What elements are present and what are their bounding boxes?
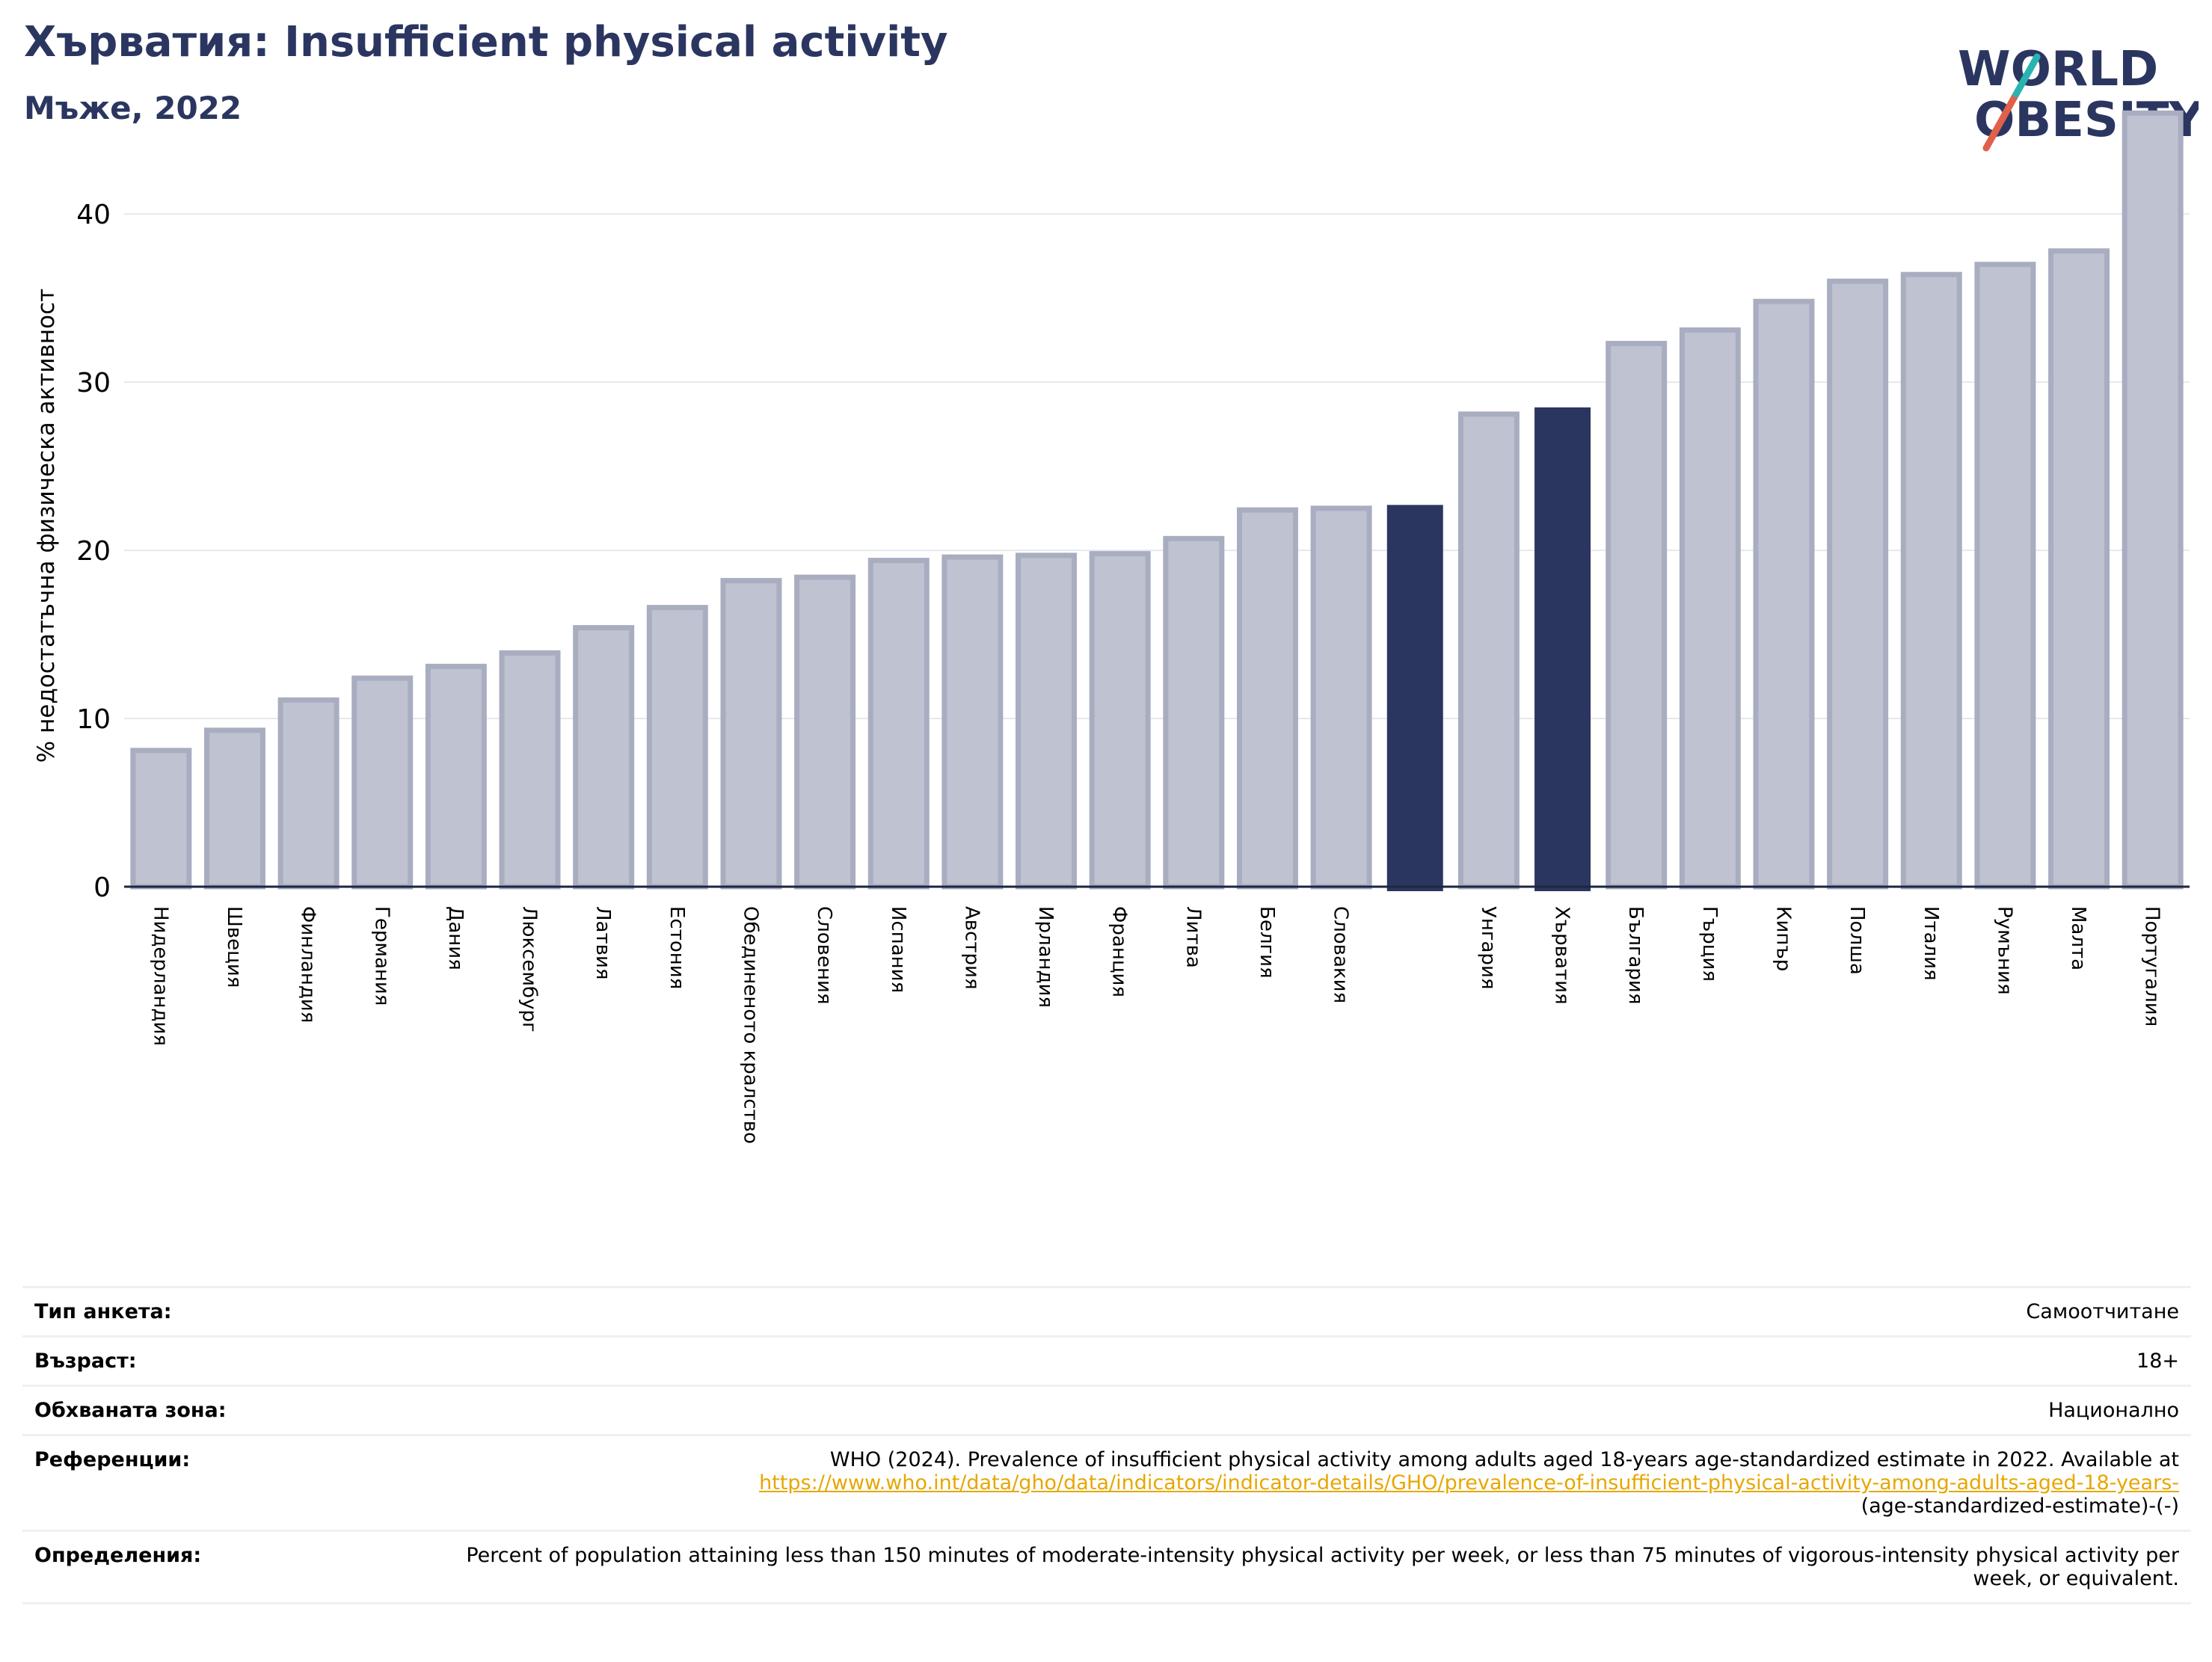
y-tick-label: 40	[76, 200, 111, 230]
x-tick-label: Дания	[444, 906, 467, 970]
bar	[2048, 248, 2110, 890]
reference-text-after: (age-standardized-estimate)-(-)	[1861, 1495, 2179, 1518]
info-value: Самоотчитане	[2026, 1300, 2179, 1323]
info-value: 18+	[2136, 1349, 2179, 1373]
info-row-survey-type: Тип анкета: Самоотчитане	[22, 1286, 2191, 1335]
info-value: Национално	[2048, 1399, 2179, 1422]
bar	[1974, 262, 2036, 890]
bar	[277, 697, 340, 890]
x-tick-label: Австрия	[960, 906, 983, 990]
y-tick-label: 20	[76, 536, 111, 567]
bar	[646, 605, 708, 890]
x-tick-label: Латвия	[592, 906, 614, 980]
x-tick-label: Хърватия	[1551, 906, 1573, 1005]
y-tick-label: 30	[76, 368, 111, 398]
reference-link[interactable]: https://www.who.int/data/gho/data/indica…	[759, 1471, 2179, 1495]
x-tick-label: Ирландия	[1034, 906, 1057, 1008]
logo-line1: WORLD	[1958, 42, 2158, 97]
logo-slash-teal	[2012, 53, 2041, 98]
bar	[1827, 278, 1889, 890]
bar	[1236, 507, 1298, 890]
info-table: Тип анкета: Самоотчитане Възраст: 18+ Об…	[22, 1286, 2191, 1604]
bar	[1386, 505, 1443, 891]
info-row-coverage: Обхваната зона: Национално	[22, 1385, 2191, 1434]
info-label: Тип анкета:	[34, 1300, 172, 1323]
reference-text: WHO (2024). Prevalence of insufficient p…	[829, 1448, 2179, 1471]
bar	[1679, 327, 1741, 890]
x-tick-label: Унгария	[1477, 906, 1499, 989]
info-value: WHO (2024). Prevalence of insufficient p…	[453, 1448, 2179, 1518]
x-tick-label: Кипър	[1772, 906, 1794, 971]
bar	[2122, 110, 2184, 890]
bar	[1089, 551, 1151, 890]
x-tick-label: Полша	[1846, 906, 1868, 975]
x-tick-label: Италия	[1920, 906, 1942, 981]
info-label: Определения:	[34, 1544, 202, 1567]
bar	[1534, 407, 1591, 891]
bar	[720, 578, 782, 890]
bar	[351, 675, 414, 890]
bar	[1310, 505, 1372, 890]
logo-slash-red	[1982, 90, 2020, 152]
bar	[573, 625, 635, 890]
y-tick-label: 0	[93, 872, 111, 903]
bar	[1016, 553, 1078, 890]
x-tick-label: Гърция	[1698, 906, 1721, 982]
x-tick-label: Обединеното кралство	[739, 906, 761, 1144]
info-label: Референции:	[34, 1448, 191, 1471]
bar	[1457, 411, 1520, 890]
bar	[425, 663, 487, 890]
x-tick-label: Литва	[1182, 906, 1204, 968]
info-label: Обхваната зона:	[34, 1399, 227, 1422]
info-row-definitions: Определения: Percent of population attai…	[22, 1530, 2191, 1604]
x-tick-label: Словения	[813, 906, 835, 1005]
bar	[1163, 535, 1225, 890]
page-subtitle: Мъже, 2022	[24, 90, 242, 126]
x-tick-label: Португалия	[2141, 906, 2163, 1027]
x-tick-label: Испания	[887, 906, 909, 993]
x-tick-label: Белгия	[1256, 906, 1278, 979]
x-tick-label: Германия	[370, 906, 393, 1006]
bar-chart: 0 10 20 30 40 % недостатъчна физическа активн…	[33, 110, 2190, 1144]
y-axis-label: % недостатъчна физическа активност	[33, 289, 60, 763]
x-tick-label: Нидерландия	[149, 906, 171, 1046]
x-tick-label: България	[1624, 906, 1647, 1004]
x-tick-label: Финландия	[297, 906, 319, 1023]
bar	[203, 727, 265, 890]
bar	[794, 574, 856, 890]
info-row-age: Възраст: 18+	[22, 1335, 2191, 1385]
page-title: Хърватия: Insufficient physical activity	[24, 18, 948, 67]
x-tick-label: Естония	[666, 906, 688, 989]
y-tick-label: 10	[76, 704, 111, 735]
bar	[130, 748, 192, 890]
bar	[499, 650, 561, 890]
x-tick-label: Словакия	[1330, 906, 1352, 1003]
bar	[867, 558, 930, 890]
x-tick-label: Румъния	[1993, 906, 2015, 995]
bar	[1900, 271, 1962, 890]
x-tick-label: Люксембург	[518, 906, 541, 1032]
bar	[1753, 298, 1815, 890]
info-value: Percent of population attaining less tha…	[466, 1544, 2179, 1590]
x-tick-label: Малта	[2067, 906, 2089, 970]
x-tick-label: Швеция	[223, 906, 245, 988]
bar	[1606, 340, 1668, 890]
info-row-references: Референции: WHO (2024). Prevalence of in…	[22, 1434, 2191, 1530]
x-tick-label: Франция	[1108, 906, 1131, 997]
bar	[941, 554, 1004, 890]
info-label: Възраст:	[34, 1349, 137, 1373]
